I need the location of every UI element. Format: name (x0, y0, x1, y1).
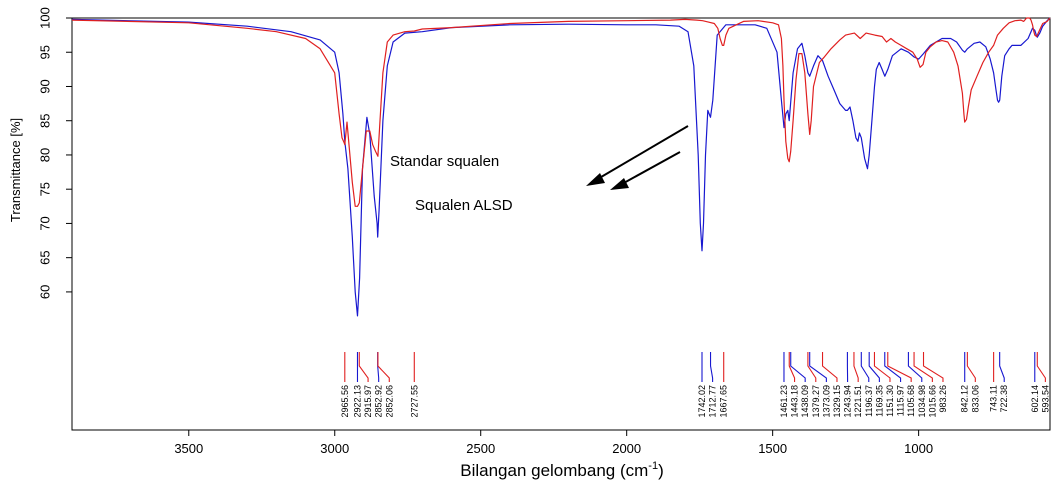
peak-label: 722.38 (999, 385, 1009, 413)
x-axis: 3500 3000 2500 2000 1500 1000 (174, 430, 933, 456)
peak-label: 593.54 (1040, 385, 1050, 413)
peak-label: 1105.68 (906, 385, 916, 417)
peak-label: 2852.92 (374, 385, 384, 418)
x-axis-title: Bilangan gelombang (cm-1) (460, 460, 664, 480)
y-tick-label: 100 (37, 7, 52, 29)
peak-label: 1034.98 (917, 385, 927, 418)
peak-marker-line (358, 352, 369, 382)
x-axis-title-end: ) (658, 461, 664, 480)
annotation-sample-arrow (621, 151, 681, 185)
series-standard-line (71, 17, 1051, 317)
x-tick-label: 3000 (320, 441, 349, 456)
annotation-standard-arrowhead (586, 173, 605, 186)
x-axis-title-main: Bilangan gelombang (cm (460, 461, 648, 480)
peak-label: 1379.27 (811, 385, 821, 418)
plot-border (71, 17, 1051, 431)
peak-marker-line (868, 352, 880, 382)
peak-marker-line (807, 352, 817, 382)
peak-label: 2852.06 (384, 385, 394, 418)
y-axis: 60 65 70 75 80 85 90 95 100 (37, 7, 72, 299)
y-tick-label: 75 (37, 182, 52, 196)
annotation-sample-label: Squalen ALSD (415, 197, 513, 214)
peak-marker-line (873, 352, 891, 382)
peak-label: 842.12 (960, 385, 970, 413)
annotation-standard-label: Standar squalen (390, 153, 499, 170)
peak-label: 2965.56 (340, 385, 350, 418)
plot-frame (71, 17, 1051, 431)
y-tick-label: 90 (37, 79, 52, 93)
x-tick-label: 1500 (758, 441, 787, 456)
peak-marker-line (788, 352, 796, 382)
peak-label: 1115.97 (896, 385, 906, 416)
peak-label: 1015.66 (927, 385, 937, 418)
series-sample-line (71, 17, 1051, 207)
x-tick-label: 2000 (612, 441, 641, 456)
peak-marker-line (913, 352, 933, 382)
peak-marker-layer: 2965.56 2922.13 2915.97 2852.92 2852.06 2727.… (340, 352, 1050, 418)
x-tick-label: 3500 (174, 441, 203, 456)
peak-label: 2922.13 (352, 385, 362, 418)
x-tick-label: 2500 (466, 441, 495, 456)
peak-label: 1438.09 (800, 385, 810, 418)
annotation-sample-arrowhead (610, 178, 629, 190)
annotation-sample: Squalen ALSD (415, 151, 681, 214)
peak-label: 1151.30 (885, 385, 895, 417)
peak-marker-line (966, 352, 976, 382)
peak-label: 1712.77 (708, 385, 718, 418)
peak-label: 1742.02 (697, 385, 707, 418)
peak-label: 1373.09 (821, 385, 831, 418)
peak-label: 602.14 (1030, 385, 1040, 413)
peak-label: 743.11 (989, 385, 999, 412)
y-tick-label: 65 (37, 250, 52, 264)
peak-label: 1196.37 (864, 385, 874, 417)
peak-label: 833.06 (970, 385, 980, 413)
y-axis-title: Transmittance [%] (8, 118, 23, 222)
x-axis-title-sup: -1 (648, 460, 658, 472)
peak-label: 1169.35 (874, 385, 884, 417)
peak-label: 1461.23 (779, 385, 789, 418)
y-tick-label: 95 (37, 45, 52, 59)
x-tick-label: 1000 (904, 441, 933, 456)
peak-label: 983.26 (938, 385, 948, 413)
peak-label: 2727.55 (409, 385, 419, 418)
peak-marker-line (709, 352, 714, 382)
peak-marker-line (860, 352, 870, 382)
y-tick-label: 60 (37, 285, 52, 299)
peak-marker-line (907, 352, 923, 382)
peak-marker-line (790, 352, 806, 382)
peak-marker-line (922, 352, 944, 382)
peak-marker-line (1036, 352, 1046, 382)
peak-marker-line (809, 352, 827, 382)
peak-marker-line (884, 352, 902, 382)
peak-label: 1667.65 (719, 385, 729, 418)
peak-marker-line (999, 352, 1005, 382)
peak-label: 1243.94 (843, 385, 853, 418)
spectra-layer (71, 17, 1051, 317)
peak-marker-line (853, 352, 859, 382)
y-tick-label: 80 (37, 148, 52, 162)
y-tick-label: 70 (37, 216, 52, 230)
peak-label: 1221.51 (853, 385, 863, 418)
peak-marker-line (821, 352, 838, 382)
peak-label: 1329.15 (832, 385, 842, 418)
peak-marker-line (377, 352, 390, 382)
peak-label: 2915.97 (363, 385, 373, 418)
annotation-standard: Standar squalen (390, 125, 689, 186)
peak-label: 1443.18 (790, 385, 800, 418)
annotation-standard-arrow (595, 125, 689, 181)
y-tick-label: 85 (37, 113, 52, 127)
peak-marker-line (887, 352, 912, 382)
